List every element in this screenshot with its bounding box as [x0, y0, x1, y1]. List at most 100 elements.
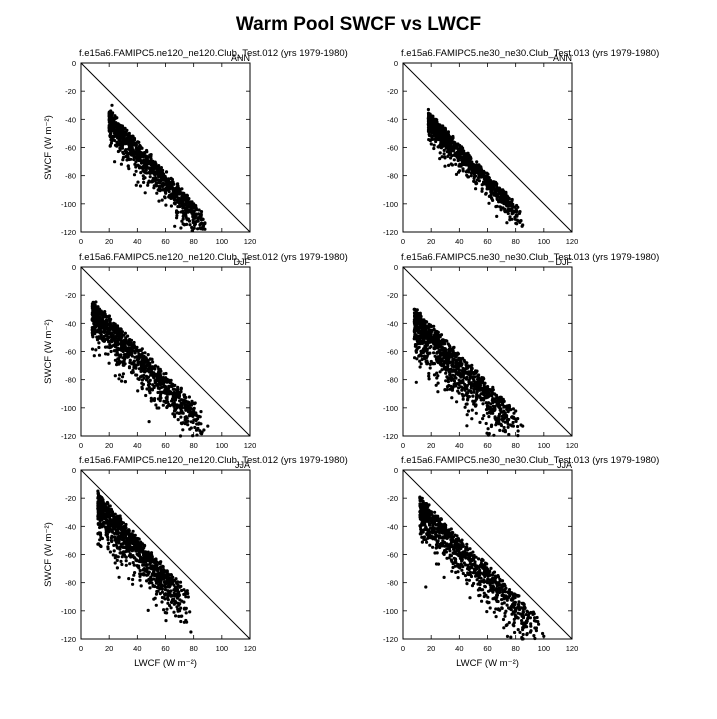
data-point — [135, 152, 139, 157]
data-point — [172, 588, 176, 592]
data-point — [196, 217, 200, 221]
x-tick-label: 100 — [538, 237, 551, 246]
data-point — [516, 429, 520, 433]
data-point — [181, 421, 185, 425]
data-point — [160, 600, 164, 604]
data-point — [472, 174, 477, 179]
data-point — [188, 223, 192, 227]
x-tick-label: 40 — [133, 644, 141, 653]
data-point — [106, 535, 110, 539]
x-tick-label: 0 — [79, 237, 83, 246]
data-point — [431, 137, 435, 141]
data-point — [486, 427, 490, 431]
data-point — [185, 406, 189, 410]
data-point — [130, 146, 134, 150]
data-point — [157, 164, 161, 168]
data-point — [471, 384, 475, 388]
data-point — [470, 363, 474, 367]
data-point — [194, 220, 198, 224]
data-point — [480, 189, 484, 193]
data-point — [130, 533, 134, 537]
data-point — [185, 206, 189, 210]
data-point — [180, 219, 184, 223]
data-point — [443, 134, 447, 138]
data-point — [494, 423, 498, 427]
data-point — [142, 177, 146, 181]
data-point — [158, 372, 162, 376]
data-point — [489, 187, 493, 192]
data-point — [203, 227, 207, 231]
data-point — [457, 356, 461, 361]
x-tick-label: 0 — [401, 441, 405, 450]
data-point — [426, 107, 430, 112]
data-point — [144, 569, 148, 573]
data-point — [465, 424, 469, 428]
data-point — [521, 424, 525, 428]
data-point — [113, 556, 117, 560]
y-axis-label: SWCF (W m⁻²) — [43, 522, 54, 587]
data-point — [189, 406, 193, 411]
data-point — [446, 380, 450, 384]
data-point — [487, 387, 491, 392]
data-point — [448, 387, 452, 391]
data-point — [443, 388, 447, 392]
data-point — [137, 367, 142, 371]
y-tick-label: -20 — [65, 291, 76, 300]
data-point — [116, 136, 120, 140]
data-point — [171, 397, 175, 401]
data-point — [451, 363, 455, 367]
data-point — [427, 325, 431, 329]
y-tick-label: -120 — [383, 432, 398, 441]
data-point — [484, 390, 488, 394]
data-point — [166, 400, 170, 404]
data-point — [163, 585, 167, 589]
data-point — [506, 425, 510, 429]
data-point — [152, 186, 156, 190]
data-point — [422, 328, 426, 332]
data-point — [418, 365, 422, 369]
data-point — [497, 419, 501, 423]
data-point — [458, 380, 462, 384]
data-point — [93, 332, 97, 336]
data-point — [486, 405, 491, 409]
data-point — [179, 415, 183, 419]
data-point — [173, 191, 177, 195]
data-point — [108, 525, 112, 529]
data-point — [135, 564, 140, 568]
data-point — [121, 135, 126, 139]
data-point — [466, 409, 471, 413]
data-point — [516, 205, 520, 209]
data-point — [146, 183, 150, 187]
data-point — [194, 212, 198, 216]
data-point — [149, 399, 153, 403]
y-tick-label: -60 — [65, 551, 76, 560]
data-point — [202, 428, 206, 432]
data-point — [118, 373, 122, 377]
data-point — [115, 140, 119, 144]
data-point — [132, 173, 137, 177]
data-point — [132, 136, 137, 141]
data-point — [141, 174, 145, 178]
data-point — [432, 143, 436, 147]
data-point — [152, 167, 156, 171]
data-point — [477, 176, 481, 180]
data-point — [475, 164, 480, 168]
data-point — [490, 410, 494, 414]
data-point — [432, 338, 436, 342]
data-point — [453, 152, 457, 156]
data-point — [450, 352, 454, 356]
data-point — [121, 349, 125, 354]
data-point — [166, 596, 170, 600]
data-point — [466, 153, 470, 157]
data-point — [445, 353, 449, 357]
data-point — [151, 360, 155, 364]
data-point — [128, 134, 132, 138]
data-point — [118, 331, 122, 335]
data-point — [443, 156, 447, 160]
data-point — [98, 327, 102, 332]
data-point — [484, 401, 488, 405]
data-point — [416, 340, 420, 344]
data-point — [508, 208, 512, 212]
data-point — [487, 415, 491, 419]
y-tick-label: -60 — [387, 348, 398, 357]
